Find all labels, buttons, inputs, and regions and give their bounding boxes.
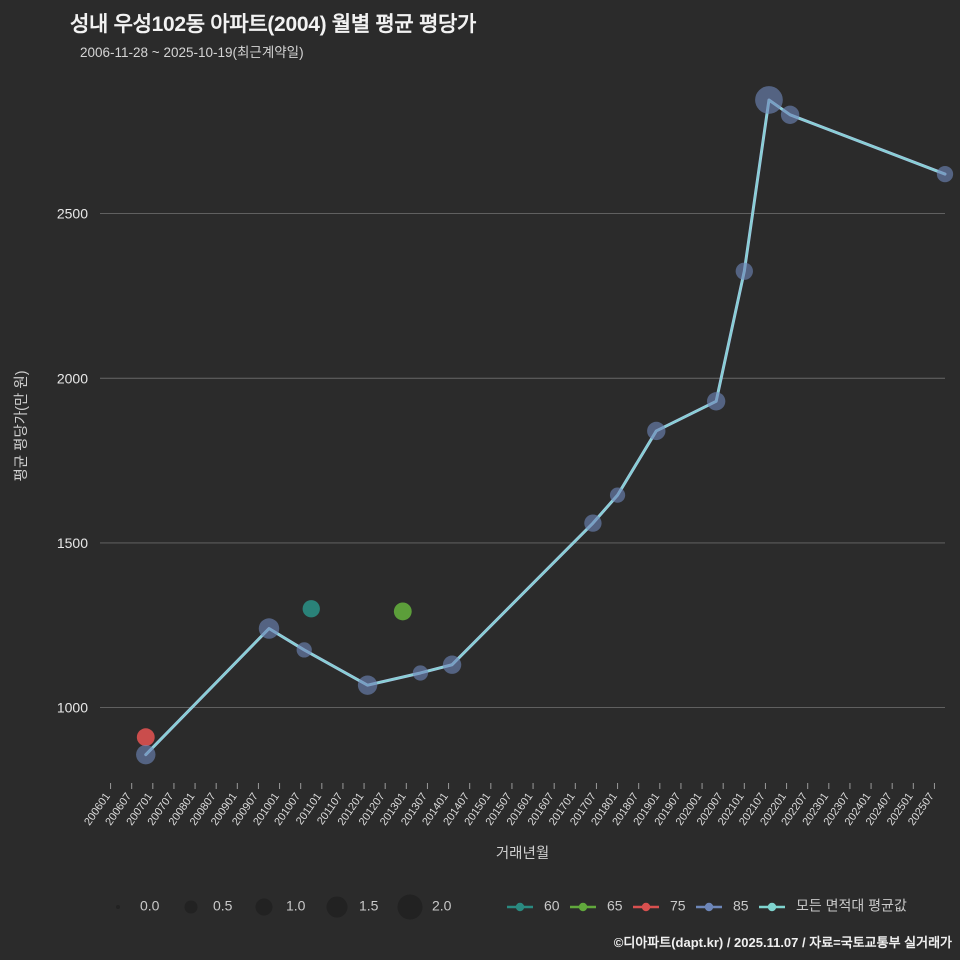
color-legend-swatch	[704, 902, 714, 912]
data-point-85[interactable]	[584, 514, 602, 532]
data-point-85[interactable]	[706, 392, 726, 411]
series-markers-group	[136, 86, 954, 765]
data-point-85[interactable]	[647, 421, 666, 441]
data-point-65[interactable]	[393, 602, 412, 621]
color-legend-swatch	[515, 902, 525, 912]
size-legend-swatch	[255, 898, 273, 916]
size-legend-swatch	[326, 896, 348, 918]
y-axis-tick-label: 1500	[57, 535, 88, 551]
chart-subtitle: 2006-11-28 ~ 2025-10-19(최근계약일)	[80, 45, 304, 60]
size-legend-swatch	[397, 894, 423, 920]
size-legend-swatch	[116, 905, 120, 909]
y-axis-tick-label: 2000	[57, 370, 88, 386]
color-legend[interactable]: 60 65 75 85 모든 면적대 평균값	[507, 898, 907, 914]
data-point-85[interactable]	[780, 105, 800, 124]
y-axis-tick-labels: 1000 1500 2000 2500	[57, 206, 88, 716]
y-axis-tick-label: 1000	[57, 700, 88, 716]
data-point-85[interactable]	[357, 675, 378, 695]
data-point-85[interactable]	[755, 86, 783, 114]
color-legend-swatch	[767, 902, 777, 912]
color-legend-label[interactable]: 85	[733, 898, 749, 914]
size-legend-label: 1.5	[359, 898, 379, 914]
x-axis-tick-labels: 2006012006072007012007072008012008072009…	[82, 791, 937, 828]
color-legend-swatch	[641, 902, 651, 912]
size-legend-label: 0.0	[140, 898, 160, 914]
x-axis-title: 거래년월	[496, 845, 549, 862]
size-legend: 0.0 0.5 1.0 1.5 2.0	[116, 894, 452, 920]
color-legend-label[interactable]: 65	[607, 898, 623, 914]
data-point-85[interactable]	[136, 744, 156, 765]
series-line-모든 면적대 평균값	[144, 98, 947, 757]
data-point-85[interactable]	[296, 642, 312, 658]
data-point-85[interactable]	[735, 262, 753, 280]
data-point-85[interactable]	[609, 487, 626, 503]
data-point-85[interactable]	[442, 655, 462, 674]
size-legend-swatch	[184, 900, 198, 914]
data-point-60[interactable]	[302, 600, 320, 618]
size-legend-label: 2.0	[432, 898, 452, 914]
series-lines-group	[144, 98, 947, 757]
size-legend-label: 0.5	[213, 898, 233, 914]
footer-credit: ©디아파트(dapt.kr) / 2025.11.07 / 자료=국토교통부 실…	[613, 935, 952, 950]
color-legend-swatch	[578, 902, 588, 912]
y-axis-tick-label: 2500	[57, 206, 88, 222]
color-legend-label[interactable]: 75	[670, 898, 686, 914]
data-point-85[interactable]	[936, 165, 954, 183]
data-point-85[interactable]	[258, 618, 280, 639]
page-title: 성내 우성102동 아파트(2004) 월별 평균 평당가	[70, 13, 477, 36]
data-point-75[interactable]	[136, 728, 155, 747]
series-line-85	[144, 99, 946, 756]
color-legend-label[interactable]: 모든 면적대 평균값	[796, 898, 907, 914]
gridlines-group	[100, 213, 945, 709]
data-point-85[interactable]	[412, 665, 429, 681]
size-legend-label: 1.0	[286, 898, 306, 914]
y-axis-title: 평균 평당가(만 원)	[13, 370, 30, 481]
color-legend-label[interactable]: 60	[544, 898, 560, 914]
x-axis-tick-marks	[110, 783, 935, 789]
